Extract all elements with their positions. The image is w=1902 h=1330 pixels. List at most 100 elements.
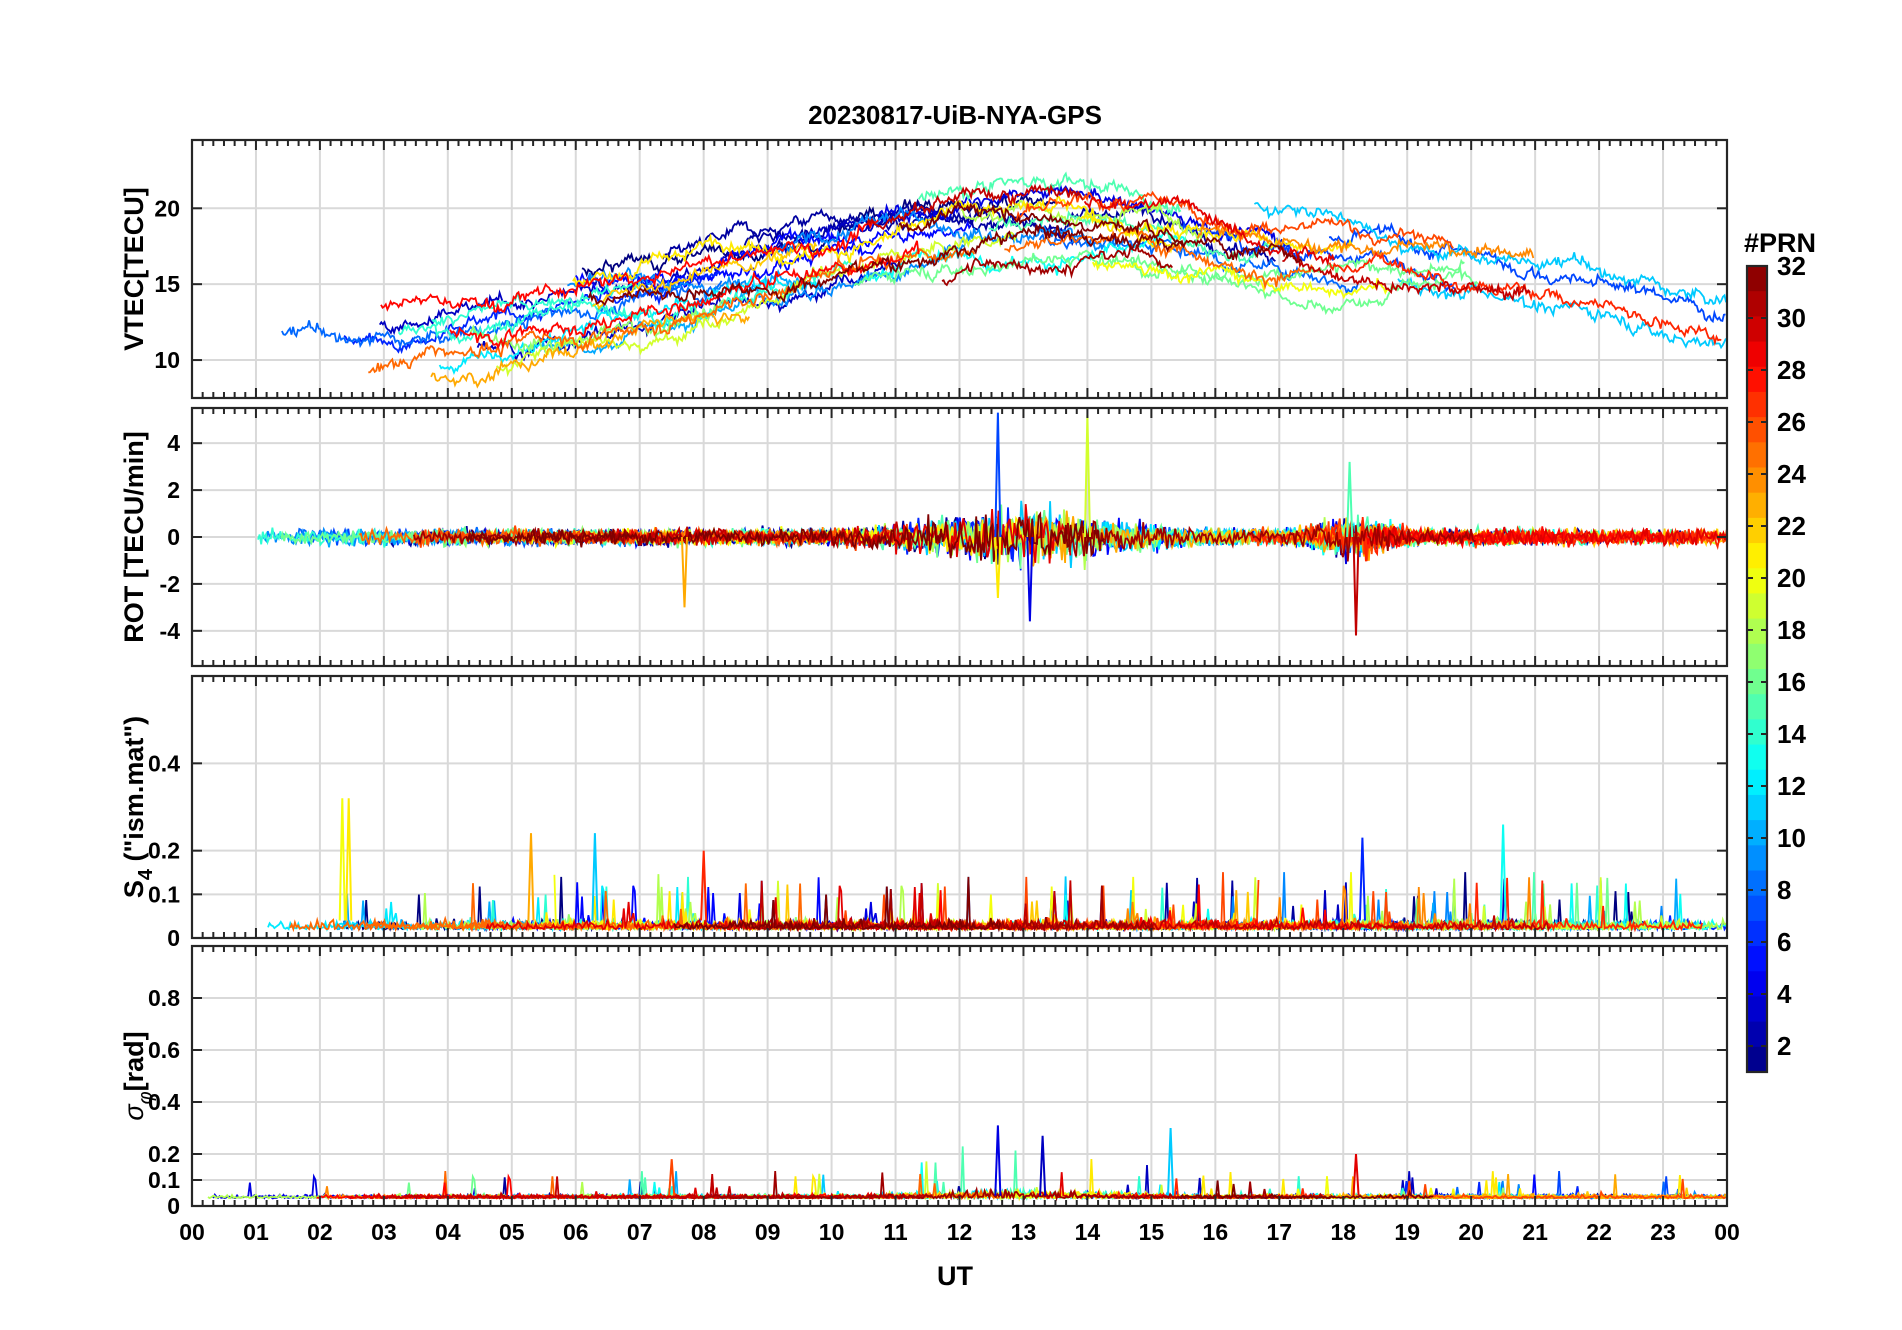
colorbar-segment <box>1747 492 1767 519</box>
series-spike <box>1499 824 1507 921</box>
y-tick-label: 0.2 <box>148 838 180 864</box>
colorbar-segment <box>1747 643 1767 670</box>
x-tick-label: 05 <box>499 1219 525 1245</box>
y-tick-label: 0.2 <box>148 1141 180 1167</box>
series-spike <box>1026 536 1034 622</box>
x-tick-label: 06 <box>563 1219 589 1245</box>
series-line-prn-30 <box>1282 250 1531 302</box>
x-tick-label: 19 <box>1394 1219 1420 1245</box>
y-axis-label-rot: ROT [TECU/min] <box>119 431 149 642</box>
colorbar-segment <box>1747 1046 1767 1073</box>
x-tick-label: 21 <box>1522 1219 1548 1245</box>
colorbar-segment <box>1747 946 1767 972</box>
colorbar-tick-label: 2 <box>1777 1031 1791 1061</box>
colorbar-tick-label: 30 <box>1777 303 1806 333</box>
colorbar-segment <box>1747 517 1767 544</box>
series-line-prn-10 <box>539 268 821 355</box>
y-tick-label: 0.6 <box>148 1037 180 1063</box>
panel-sigma_phi: 00.10.2 0.4 0.6 0.8 σφ[rad] <box>119 944 1729 1219</box>
series-line-prn-31 <box>700 1171 1336 1202</box>
series-line-prn-32 <box>1178 1180 1434 1200</box>
x-tick-label: 13 <box>1011 1219 1037 1245</box>
x-tick-label: 04 <box>435 1219 461 1245</box>
colorbar-segment <box>1747 316 1767 343</box>
x-tick-label: 17 <box>1266 1219 1292 1245</box>
colorbar-segment <box>1747 1021 1767 1048</box>
series-spike <box>994 536 1002 599</box>
colorbar-tick-label: 8 <box>1777 875 1791 905</box>
series-vtec <box>281 171 1727 389</box>
y-axis-label-sigma_phi: σφ[rad] <box>119 1031 157 1120</box>
series-line-prn-31 <box>941 242 1174 287</box>
colorbar-tick-label: 16 <box>1777 667 1806 697</box>
colorbar-segment <box>1747 920 1767 947</box>
x-tick-label: 07 <box>627 1219 653 1245</box>
x-ticks-vtec <box>191 140 1728 398</box>
x-axis-label: UT <box>937 1261 973 1291</box>
x-tick-label: 15 <box>1139 1219 1165 1245</box>
colorbar-tick-label: 6 <box>1777 927 1791 957</box>
series-spike <box>668 1159 676 1196</box>
series-spike <box>994 412 1002 538</box>
y-ticks-s4: 0 0.1 0.2 0.4 <box>148 750 1727 951</box>
series-spike <box>1358 837 1366 921</box>
series-spike <box>1346 461 1354 538</box>
colorbar-segment <box>1747 593 1767 620</box>
colorbar-tick-label: 12 <box>1777 771 1806 801</box>
colorbar-segment <box>1747 870 1767 897</box>
x-tick-label: 18 <box>1330 1219 1356 1245</box>
colorbar-segment <box>1747 568 1767 595</box>
y-tick-label: 0 <box>167 524 180 550</box>
colorbar-segment <box>1747 391 1767 418</box>
series-line-prn-32 <box>465 511 1105 562</box>
y-ticks-sigma_phi: 00.10.2 0.4 0.6 0.8 <box>148 985 1727 1219</box>
y-axis-label-s4: S4 ("ism.mat") <box>119 716 157 898</box>
series-line-prn-26 <box>1375 1178 1727 1200</box>
series-line-prn-25 <box>368 246 976 374</box>
y-ticks-rot: -4 -2 0 2 4 <box>160 430 1727 644</box>
x-ticks-rot <box>191 408 1728 666</box>
colorbar-segment <box>1747 669 1767 695</box>
colorbar-tick-label: 22 <box>1777 511 1806 541</box>
y-tick-label: 2 <box>167 477 180 503</box>
grid-s4 <box>192 676 1727 938</box>
series-s4 <box>267 798 1727 933</box>
y-tick-label: 0.1 <box>148 1167 180 1193</box>
colorbar-segment <box>1747 794 1767 821</box>
y-tick-label: 15 <box>154 271 180 297</box>
colorbar-segment <box>1747 845 1767 872</box>
series-line-prn-26 <box>1014 190 1454 249</box>
series-spike <box>1352 1153 1360 1196</box>
series-spike <box>591 833 599 921</box>
colorbar-tick-label: 20 <box>1777 563 1806 593</box>
colorbar-segment <box>1747 694 1767 720</box>
series-line-prn-15 <box>988 210 1271 265</box>
series-rot <box>257 412 1727 636</box>
colorbar-segment <box>1747 769 1767 796</box>
grid-sigma_phi <box>192 946 1727 1206</box>
series-line-prn-30 <box>866 183 1084 231</box>
colorbar-segment <box>1747 543 1767 569</box>
series-spike <box>700 850 708 921</box>
y-tick-label: 0 <box>167 925 180 951</box>
x-tick-label: 02 <box>307 1219 333 1245</box>
x-tick-label: 01 <box>243 1219 269 1245</box>
colorbar-tick-label: 4 <box>1777 979 1792 1009</box>
x-tick-label: 00 <box>1714 1219 1740 1245</box>
y-axis-label-vtec: VTEC[TECU] <box>119 187 149 351</box>
series-spike <box>527 833 535 921</box>
colorbar-tick-label: 24 <box>1777 459 1806 489</box>
y-tick-label: 0.4 <box>148 1089 180 1115</box>
x-tick-label: 00 <box>179 1219 205 1245</box>
panel-s4: 0 0.1 0.2 0.4S4 ("ism.mat") <box>119 674 1729 951</box>
series-line-prn-14 <box>397 260 854 345</box>
y-tick-label: 0 <box>167 1193 180 1219</box>
series-line-prn-20 <box>1091 259 1389 300</box>
x-tick-label: 14 <box>1075 1219 1101 1245</box>
x-tick-label: 12 <box>947 1219 973 1245</box>
colorbar-segment <box>1747 971 1767 998</box>
y-tick-label: -2 <box>160 571 180 597</box>
